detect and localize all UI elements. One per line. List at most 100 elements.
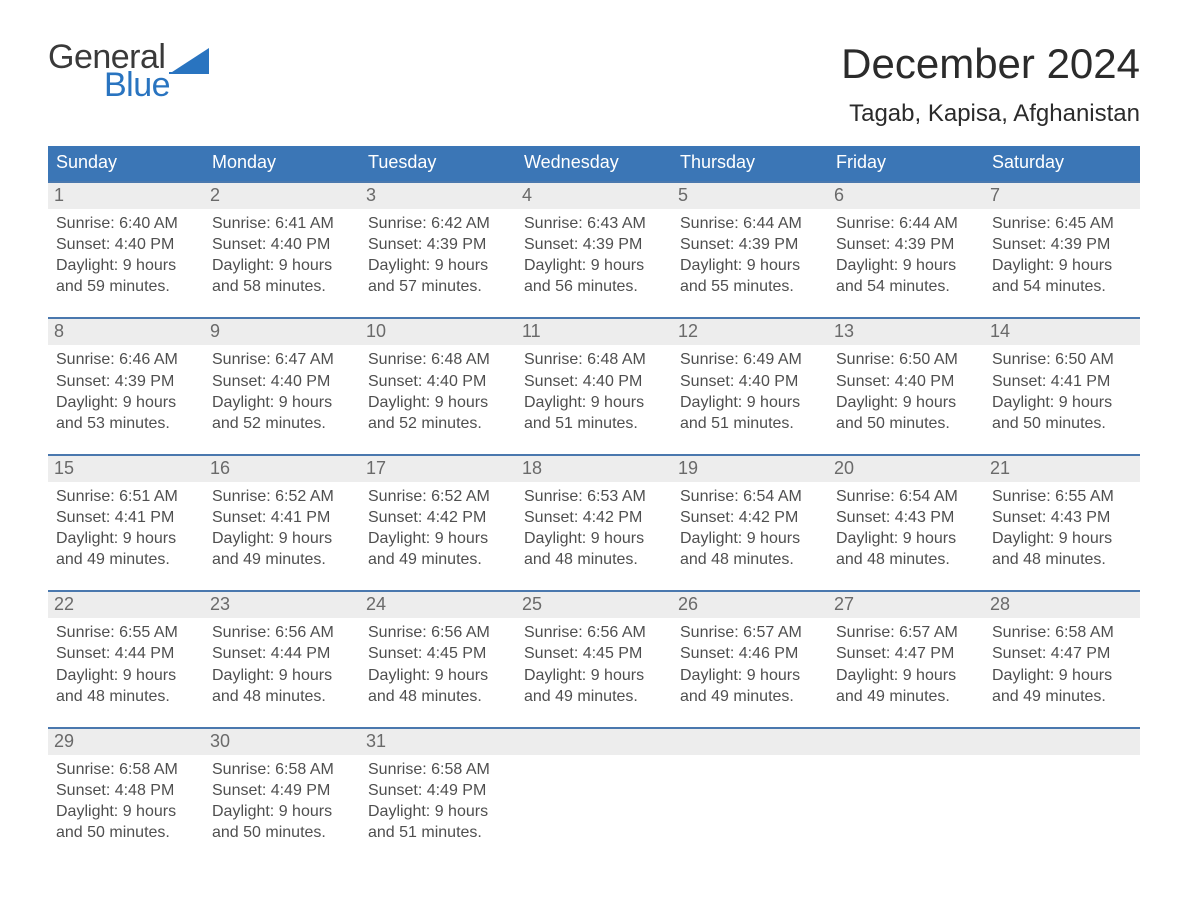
sunset-line: Sunset: 4:39 PM: [992, 234, 1134, 255]
day-cell: [828, 755, 984, 845]
day-number: 29: [48, 729, 204, 755]
sunrise-line: Sunrise: 6:56 AM: [524, 622, 666, 643]
daylight-line-1: Daylight: 9 hours: [368, 665, 510, 686]
sunrise-line: Sunrise: 6:41 AM: [212, 213, 354, 234]
daylight-line-2: and 53 minutes.: [56, 413, 198, 434]
daylight-line-2: and 51 minutes.: [680, 413, 822, 434]
sunset-line: Sunset: 4:41 PM: [992, 371, 1134, 392]
sunrise-line: Sunrise: 6:48 AM: [524, 349, 666, 370]
sunset-line: Sunset: 4:39 PM: [524, 234, 666, 255]
sunrise-line: Sunrise: 6:57 AM: [836, 622, 978, 643]
day-number: 5: [672, 183, 828, 209]
daylight-line-1: Daylight: 9 hours: [56, 665, 198, 686]
sunrise-line: Sunrise: 6:48 AM: [368, 349, 510, 370]
day-number: 4: [516, 183, 672, 209]
daylight-line-1: Daylight: 9 hours: [56, 392, 198, 413]
day-number: 17: [360, 456, 516, 482]
sunset-line: Sunset: 4:39 PM: [56, 371, 198, 392]
daylight-line-2: and 59 minutes.: [56, 276, 198, 297]
day-cell: Sunrise: 6:41 AMSunset: 4:40 PMDaylight:…: [204, 209, 360, 299]
sunset-line: Sunset: 4:40 PM: [56, 234, 198, 255]
sunrise-line: Sunrise: 6:49 AM: [680, 349, 822, 370]
day-content-row: Sunrise: 6:40 AMSunset: 4:40 PM Daylight:…: [48, 209, 1140, 299]
day-cell: Sunrise: 6:40 AMSunset: 4:40 PMDaylight:…: [48, 209, 204, 299]
day-number-row: 293031: [48, 729, 1140, 755]
dow-cell: Wednesday: [516, 146, 672, 181]
daylight-line-1: Daylight: 9 hours: [680, 392, 822, 413]
daylight-line-1: Daylight: 9 hours: [680, 528, 822, 549]
day-cell: Sunrise: 6:58 AMSunset: 4:49 PMDaylight:…: [204, 755, 360, 845]
week: 1234567Sunrise: 6:40 AMSunset: 4:40 PMDa…: [48, 181, 1140, 299]
daylight-line-2: and 52 minutes.: [368, 413, 510, 434]
header: General Blue December 2024 Tagab, Kapisa…: [48, 40, 1140, 128]
day-cell: [516, 755, 672, 845]
daylight-line-1: Daylight: 9 hours: [524, 528, 666, 549]
sunset-line: Sunset: 4:40 PM: [680, 371, 822, 392]
daylight-line-1: Daylight: 9 hours: [212, 255, 354, 276]
sunset-line: Sunset: 4:44 PM: [212, 643, 354, 664]
sunset-line: Sunset: 4:43 PM: [992, 507, 1134, 528]
day-content-row: Sunrise: 6:51 AMSunset: 4:41 PMDaylight:…: [48, 482, 1140, 572]
dow-cell: Thursday: [672, 146, 828, 181]
day-number: [516, 729, 672, 755]
sunset-line: Sunset: 4:43 PM: [836, 507, 978, 528]
sunset-line: Sunset: 4:40 PM: [836, 371, 978, 392]
sunrise-line: Sunrise: 6:50 AM: [836, 349, 978, 370]
daylight-line-1: Daylight: 9 hours: [836, 392, 978, 413]
sunset-line: Sunset: 4:42 PM: [368, 507, 510, 528]
week: 293031Sunrise: 6:58 AMSunset: 4:48 PMDay…: [48, 727, 1140, 845]
daylight-line-2: and 48 minutes.: [680, 549, 822, 570]
daylight-line-1: Daylight: 9 hours: [212, 392, 354, 413]
day-cell: Sunrise: 6:46 AMSunset: 4:39 PMDaylight:…: [48, 345, 204, 435]
day-cell: [984, 755, 1140, 845]
day-cell: Sunrise: 6:58 AMSunset: 4:49 PMDaylight:…: [360, 755, 516, 845]
day-cell: Sunrise: 6:54 AMSunset: 4:43 PMDaylight:…: [828, 482, 984, 572]
daylight-line-2: and 50 minutes.: [212, 822, 354, 843]
sunrise-line: Sunrise: 6:42 AM: [368, 213, 510, 234]
daylight-line-2: and 48 minutes.: [836, 549, 978, 570]
day-cell: Sunrise: 6:43 AMSunset: 4:39 PMDaylight:…: [516, 209, 672, 299]
day-number: [672, 729, 828, 755]
daylight-line-2: and 56 minutes.: [524, 276, 666, 297]
week: 891011121314Sunrise: 6:46 AMSunset: 4:39…: [48, 317, 1140, 435]
sunrise-line: Sunrise: 6:40 AM: [56, 213, 198, 234]
day-cell: Sunrise: 6:58 AMSunset: 4:47 PMDaylight:…: [984, 618, 1140, 708]
dow-cell: Saturday: [984, 146, 1140, 181]
daylight-line-1: Daylight: 9 hours: [368, 255, 510, 276]
sunrise-line: Sunrise: 6:43 AM: [524, 213, 666, 234]
sunrise-line: Sunrise: 6:58 AM: [212, 759, 354, 780]
day-of-week-header: SundayMondayTuesdayWednesdayThursdayFrid…: [48, 146, 1140, 181]
daylight-line-1: Daylight: 9 hours: [836, 255, 978, 276]
sunrise-line: Sunrise: 6:56 AM: [368, 622, 510, 643]
sunset-line: Sunset: 4:42 PM: [524, 507, 666, 528]
day-cell: Sunrise: 6:42 AMSunset: 4:39 PMDaylight:…: [360, 209, 516, 299]
day-number: 28: [984, 592, 1140, 618]
day-cell: Sunrise: 6:52 AMSunset: 4:41 PMDaylight:…: [204, 482, 360, 572]
daylight-line-2: and 48 minutes.: [992, 549, 1134, 570]
sunset-line: Sunset: 4:39 PM: [680, 234, 822, 255]
sunset-line: Sunset: 4:41 PM: [212, 507, 354, 528]
daylight-line-2: and 48 minutes.: [368, 686, 510, 707]
sunset-line: Sunset: 4:40 PM: [368, 371, 510, 392]
day-cell: Sunrise: 6:44 AMSunset: 4:39 PMDaylight:…: [828, 209, 984, 299]
daylight-line-1: Daylight: 9 hours: [992, 528, 1134, 549]
day-cell: [672, 755, 828, 845]
day-cell: Sunrise: 6:44 AMSunset: 4:39 PMDaylight:…: [672, 209, 828, 299]
sunset-line: Sunset: 4:44 PM: [56, 643, 198, 664]
day-cell: Sunrise: 6:56 AMSunset: 4:44 PMDaylight:…: [204, 618, 360, 708]
day-cell: Sunrise: 6:56 AMSunset: 4:45 PMDaylight:…: [516, 618, 672, 708]
day-cell: Sunrise: 6:56 AMSunset: 4:45 PMDaylight:…: [360, 618, 516, 708]
daylight-line-1: Daylight: 9 hours: [524, 255, 666, 276]
day-number: 27: [828, 592, 984, 618]
sunset-line: Sunset: 4:41 PM: [56, 507, 198, 528]
day-number: 24: [360, 592, 516, 618]
daylight-line-2: and 49 minutes.: [368, 549, 510, 570]
dow-cell: Monday: [204, 146, 360, 181]
sunset-line: Sunset: 4:49 PM: [368, 780, 510, 801]
daylight-line-1: Daylight: 9 hours: [836, 665, 978, 686]
daylight-line-1: Daylight: 9 hours: [212, 528, 354, 549]
day-cell: Sunrise: 6:47 AMSunset: 4:40 PMDaylight:…: [204, 345, 360, 435]
day-cell: Sunrise: 6:53 AMSunset: 4:42 PMDaylight:…: [516, 482, 672, 572]
sunset-line: Sunset: 4:45 PM: [524, 643, 666, 664]
daylight-line-1: Daylight: 9 hours: [368, 801, 510, 822]
